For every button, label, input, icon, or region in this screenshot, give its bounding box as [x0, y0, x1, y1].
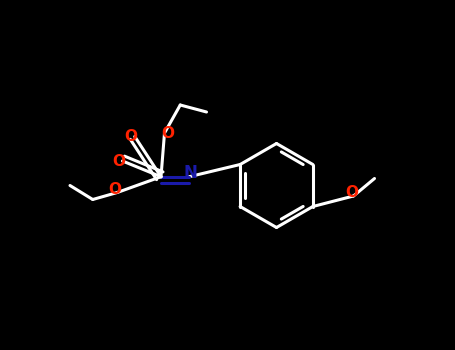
Text: O: O [112, 154, 126, 168]
Text: O: O [162, 126, 175, 140]
Text: O: O [125, 129, 138, 144]
Text: O: O [108, 182, 121, 196]
Text: N: N [184, 163, 197, 182]
Text: O: O [345, 185, 358, 200]
